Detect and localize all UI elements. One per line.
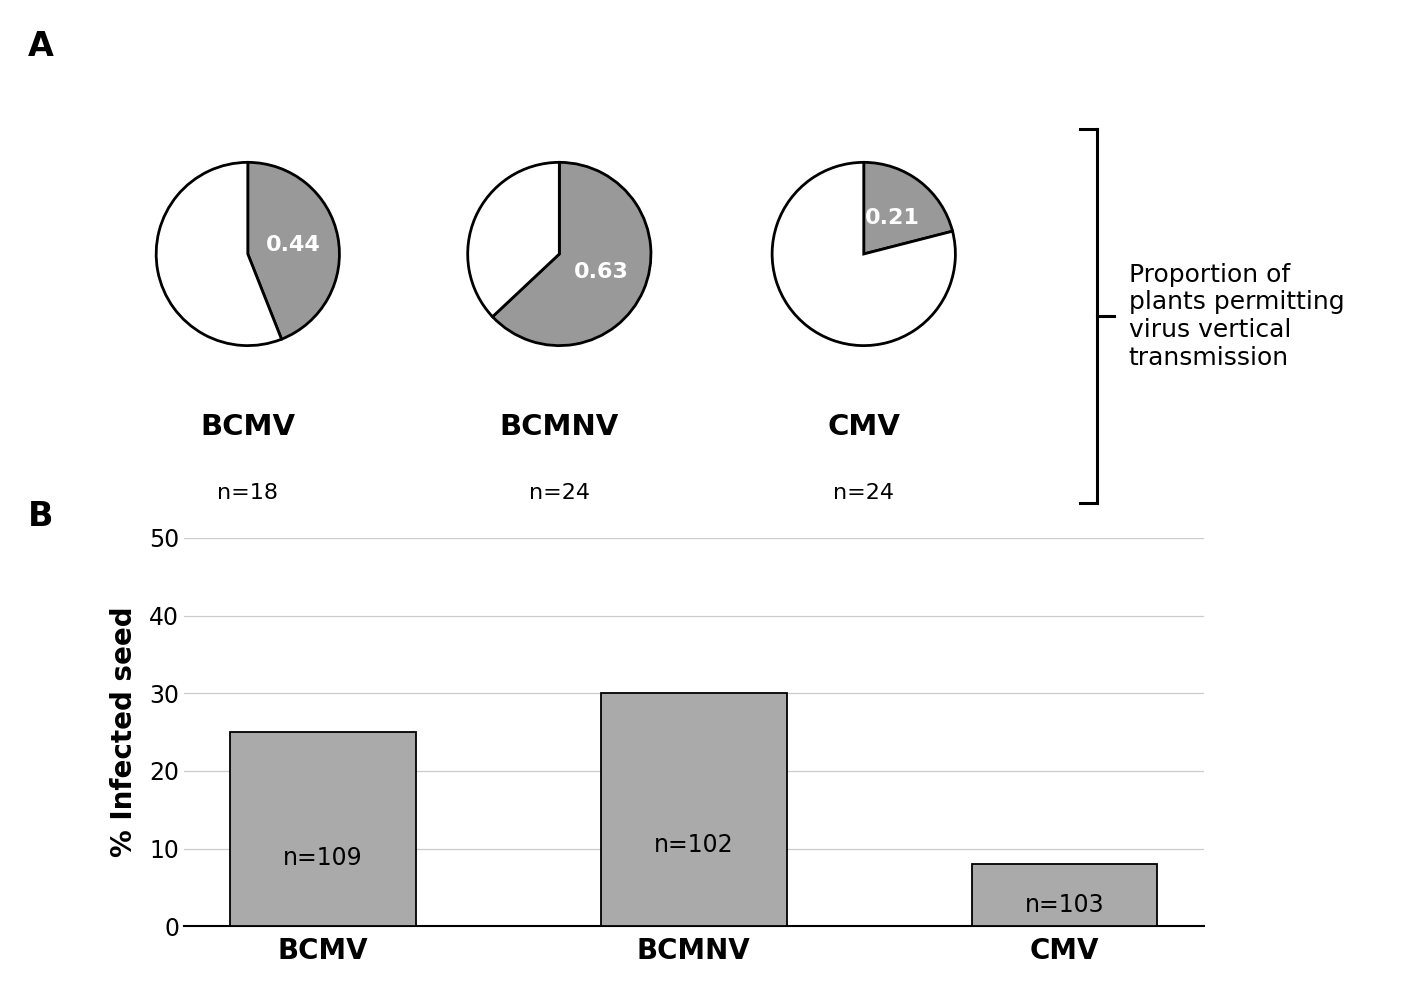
Wedge shape	[493, 162, 651, 346]
Wedge shape	[772, 162, 956, 346]
Wedge shape	[156, 162, 282, 346]
Text: BCMV: BCMV	[200, 413, 296, 441]
Wedge shape	[248, 162, 340, 340]
Text: n=109: n=109	[283, 847, 362, 871]
Text: Proportion of
plants permitting
virus vertical
transmission: Proportion of plants permitting virus ve…	[1129, 263, 1344, 370]
Text: n=103: n=103	[1025, 892, 1104, 916]
Text: A: A	[28, 30, 54, 63]
Text: CMV: CMV	[827, 413, 901, 441]
Text: 0.44: 0.44	[265, 235, 320, 255]
Text: n=18: n=18	[217, 483, 279, 503]
Text: 0.21: 0.21	[864, 208, 919, 228]
Text: n=102: n=102	[654, 833, 733, 857]
Text: n=24: n=24	[528, 483, 590, 503]
Bar	[971, 865, 1157, 926]
Bar	[602, 693, 786, 926]
Text: B: B	[28, 500, 54, 533]
Text: n=24: n=24	[833, 483, 895, 503]
Bar	[231, 732, 416, 926]
Y-axis label: % Infected seed: % Infected seed	[110, 607, 137, 858]
Text: 0.63: 0.63	[573, 262, 629, 282]
Text: BCMNV: BCMNV	[500, 413, 619, 441]
Wedge shape	[864, 162, 953, 254]
Wedge shape	[467, 162, 559, 317]
